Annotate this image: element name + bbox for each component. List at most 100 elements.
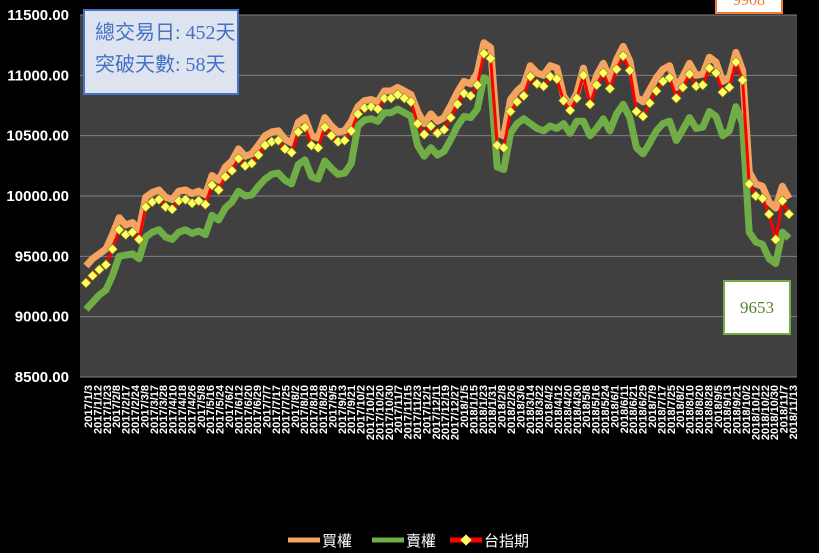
index-point-marker [551, 73, 563, 85]
index-point-marker [723, 82, 735, 93]
index-point-marker [332, 136, 344, 148]
x-tick-label: 2018/2/26 [506, 385, 518, 434]
index-point-marker [505, 106, 516, 117]
stats-box: 總交易日: 452天 突破天數: 58天 [83, 9, 239, 95]
index-point-marker [584, 98, 596, 110]
x-tick-label: 2018/8/2 [675, 385, 687, 428]
index-point-marker [498, 142, 510, 154]
index-point-marker [465, 90, 477, 102]
index-point-marker [226, 165, 238, 177]
index-point-marker [664, 72, 675, 84]
index-point-marker [339, 135, 351, 146]
index-point-marker [524, 71, 536, 82]
x-tick-label: 2018/9/21 [732, 385, 744, 434]
index-point-marker [107, 243, 118, 255]
index-point-marker [564, 104, 576, 116]
x-tick-label: 2018/4/20 [562, 385, 574, 434]
x-tick-label: 2017/2/24 [130, 384, 142, 434]
x-tick-label: 2018/5/8 [581, 385, 593, 428]
x-tick-label: 2017/3/17 [149, 385, 161, 434]
x-tick-label: 2017/11/15 [403, 385, 415, 439]
y-tick-label: 9000.00 [15, 309, 69, 326]
index-point-marker [571, 92, 583, 104]
index-point-marker [471, 79, 483, 91]
index-point-marker [100, 259, 112, 271]
index-point-marker [219, 171, 231, 183]
latest-put-value-label: 9653 [723, 280, 791, 335]
index-point-marker [624, 65, 636, 76]
index-point-marker [87, 270, 99, 282]
x-tick-label: 2018/7/17 [656, 385, 668, 434]
x-tick-label: 2017/7/7 [262, 385, 274, 428]
index-point-marker [763, 208, 775, 220]
index-point-marker [737, 74, 748, 86]
x-axis: 2017/1/32017/1/122017/1/232017/2/82017/2… [83, 384, 800, 440]
x-tick-label: 2017/12/11 [431, 385, 443, 439]
index-point-marker [272, 135, 284, 146]
index-point-marker [113, 224, 125, 236]
index-point-marker [611, 63, 622, 75]
index-point-marker [783, 208, 795, 220]
latest-call-value-label: 9908 [715, 0, 783, 14]
x-tick-label: 2018/7/25 [666, 385, 678, 434]
index-point-marker [631, 106, 642, 117]
x-tick-label: 2018/6/21 [628, 385, 640, 434]
legend-index-label: 台指期 [484, 533, 529, 550]
x-tick-label: 2018/4/12 [553, 385, 565, 434]
x-tick-label: 2018/8/28 [703, 385, 715, 434]
index-point-marker [292, 126, 304, 138]
x-tick-label: 2018/5/24 [600, 384, 612, 434]
index-point-marker [644, 97, 656, 109]
x-tick-label: 2017/5/24 [215, 384, 227, 434]
index-point-marker [511, 96, 523, 108]
index-point-marker [518, 90, 530, 102]
index-point-marker [650, 85, 662, 97]
x-tick-label: 2017/3/8 [139, 385, 151, 428]
x-tick-label: 2017/9/21 [346, 385, 358, 434]
x-tick-label: 2017/11/23 [412, 385, 424, 439]
y-tick-label: 11500.00 [7, 7, 69, 24]
index-point-marker [352, 108, 364, 120]
legend: 買權 賣權 台指期 [288, 533, 529, 550]
index-point-marker [266, 136, 278, 148]
index-point-marker [690, 80, 702, 92]
index-point-marker [578, 69, 589, 81]
index-point-marker [677, 82, 689, 93]
x-tick-label: 2017/1/23 [102, 385, 114, 434]
x-tick-label: 2017/11/7 [393, 385, 405, 433]
x-tick-label: 2017/10/2 [356, 385, 368, 434]
index-point-marker [140, 201, 152, 213]
total-days-text: 總交易日: 452天 [95, 22, 236, 44]
index-point-marker [153, 194, 165, 205]
index-point-marker [326, 130, 337, 142]
index-point-marker [93, 264, 105, 275]
x-tick-label: 2018/10/2 [741, 385, 753, 434]
index-point-marker [286, 147, 297, 158]
index-point-marker [206, 179, 218, 191]
x-tick-label: 2017/2/8 [111, 385, 123, 428]
x-tick-label: 2017/6/12 [233, 385, 245, 434]
x-tick-label: 2017/3/28 [158, 385, 170, 434]
index-point-marker [418, 129, 430, 140]
index-point-marker [233, 153, 244, 164]
x-tick-label: 2018/6/1 [609, 385, 621, 428]
x-tick-label: 2018/4/2 [544, 385, 556, 428]
x-tick-label: 2017/10/12 [365, 385, 377, 440]
x-tick-label: 2017/8/18 [309, 385, 321, 434]
x-tick-label: 2017/12/1 [421, 385, 433, 434]
x-tick-label: 2017/5/16 [205, 385, 217, 434]
x-tick-label: 2018/11/13 [788, 385, 800, 439]
x-tick-label: 2017/1/3 [83, 385, 95, 428]
x-tick-label: 2017/5/8 [196, 385, 208, 428]
x-tick-label: 2017/6/20 [243, 385, 255, 434]
x-tick-label: 2018/2/8 [497, 385, 509, 428]
index-point-marker [591, 79, 603, 91]
index-point-marker [127, 226, 138, 238]
x-tick-label: 2018/4/30 [572, 385, 584, 434]
x-tick-label: 2017/7/17 [271, 385, 283, 434]
x-tick-label: 2017/10/20 [374, 385, 386, 440]
index-point-marker [478, 48, 490, 59]
index-point-marker [80, 277, 92, 289]
y-tick-label: 10500.00 [6, 128, 69, 145]
index-point-marker [412, 118, 423, 129]
